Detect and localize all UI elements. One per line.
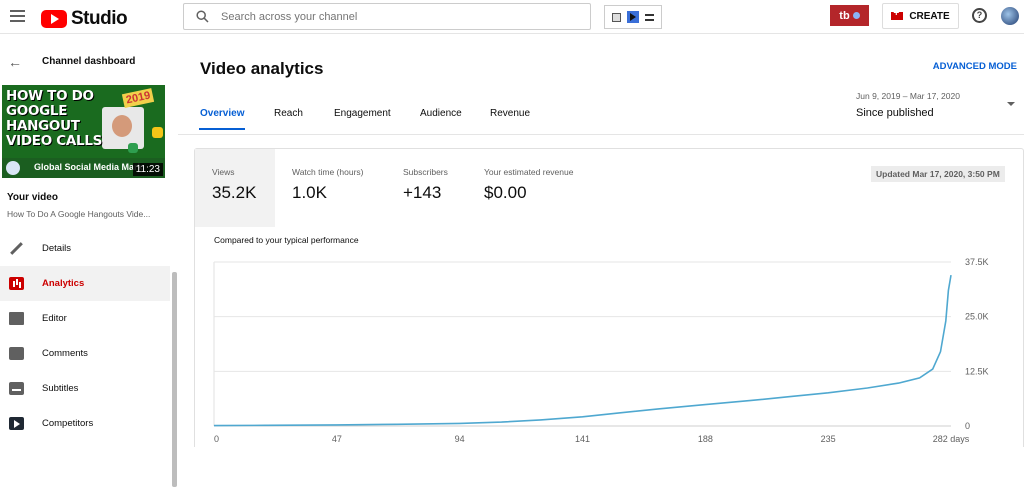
competitors-icon: [9, 417, 24, 430]
help-icon[interactable]: ?: [972, 8, 987, 23]
metric-views[interactable]: Views 35.2K: [195, 149, 275, 227]
hangouts-icon: [152, 127, 163, 138]
film-icon: [9, 312, 24, 325]
analytics-tabs: Overview Reach Engagement Audience Reven…: [178, 96, 1024, 132]
youtube-play-icon: [41, 10, 67, 28]
tubebuddy-button[interactable]: tb: [830, 5, 869, 26]
avatar[interactable]: [1001, 7, 1019, 25]
globe-logo-icon: [6, 161, 20, 175]
logo-text: Studio: [71, 8, 128, 29]
thumbnail-title: HOW TO DO GOOGLE HANGOUT VIDEO CALLS: [6, 88, 103, 149]
tab-engagement[interactable]: Engagement: [334, 108, 391, 119]
thumbnail-face: [112, 115, 132, 137]
video-duration: 11:23: [132, 163, 163, 176]
main-content: Video analytics ADVANCED MODE Overview R…: [178, 40, 1024, 447]
x-tick-label: 282 days: [933, 434, 970, 444]
chevron-down-icon[interactable]: [1007, 102, 1015, 106]
y-tick-label: 25.0K: [965, 312, 989, 322]
sidebar: ← Channel dashboard HOW TO DO GOOGLE HAN…: [0, 40, 178, 487]
x-tick-label: 235: [821, 434, 836, 444]
studio-logo[interactable]: Studio: [41, 8, 128, 30]
page-title: Video analytics: [200, 59, 324, 78]
pencil-icon: [10, 242, 23, 255]
thumbnail-year: 2019: [121, 87, 155, 109]
create-button[interactable]: CREATE: [882, 3, 959, 29]
video-camera-icon: [891, 8, 904, 20]
tubebuddy-label: tb: [839, 9, 850, 22]
compare-label: Compared to your typical performance: [214, 235, 359, 245]
x-tick-label: 141: [575, 434, 590, 444]
tab-reach[interactable]: Reach: [274, 108, 303, 119]
create-label: CREATE: [909, 10, 950, 22]
sidebar-item-subtitles[interactable]: Subtitles: [0, 371, 170, 406]
metric-subscribers[interactable]: Subscribers +143: [403, 167, 448, 202]
analytics-card: Views 35.2K Watch time (hours) 1.0K Subs…: [194, 148, 1024, 447]
period-select[interactable]: Since published: [856, 107, 934, 119]
divider: [178, 134, 1024, 135]
y-tick-label: 12.5K: [965, 366, 989, 376]
comments-icon: [9, 347, 24, 360]
search-input[interactable]: [221, 10, 561, 23]
analytics-icon: [9, 277, 24, 290]
advanced-mode-button[interactable]: ADVANCED MODE: [932, 61, 1017, 72]
sidebar-item-editor[interactable]: Editor: [0, 301, 170, 336]
subtitles-icon: [9, 382, 24, 395]
sidebar-item-comments[interactable]: Comments: [0, 336, 170, 371]
sidebar-nav: Details Analytics Editor Comments Subtit…: [0, 231, 170, 441]
sidebar-item-competitors[interactable]: Competitors: [0, 406, 170, 441]
search-box[interactable]: [183, 3, 591, 30]
extension-toolbar: [604, 5, 662, 29]
date-range[interactable]: Jun 9, 2019 – Mar 17, 2020: [856, 91, 960, 101]
your-video-label: Your video: [7, 192, 58, 203]
hangouts-icon-green: [128, 143, 138, 153]
menu-icon[interactable]: [10, 10, 25, 22]
extension-play-icon[interactable]: [627, 11, 639, 23]
extension-chart-icon[interactable]: [612, 12, 621, 22]
metric-revenue[interactable]: Your estimated revenue $0.00: [484, 167, 574, 202]
y-tick-label: 0: [965, 421, 970, 431]
tab-audience[interactable]: Audience: [420, 108, 462, 119]
extension-list-icon[interactable]: [645, 13, 654, 21]
tab-revenue[interactable]: Revenue: [490, 108, 531, 119]
sidebar-item-details[interactable]: Details: [0, 231, 170, 266]
views-chart: 0 12.5K 25.0K 37.5K 0 47 94 141 188 235 282 days: [213, 257, 989, 444]
search-icon: [196, 10, 209, 23]
channel-dashboard-link[interactable]: Channel dashboard: [42, 56, 136, 67]
tab-overview[interactable]: Overview: [198, 108, 246, 130]
views-series-line: [213, 274, 952, 427]
sidebar-item-analytics[interactable]: Analytics: [0, 266, 170, 301]
video-title[interactable]: How To Do A Google Hangouts Vide...: [7, 209, 151, 219]
x-tick-label: 188: [698, 434, 713, 444]
metric-watch-time[interactable]: Watch time (hours) 1.0K: [292, 167, 364, 202]
x-tick-label: 0: [214, 434, 219, 444]
x-tick-label: 47: [332, 434, 342, 444]
x-tick-label: 94: [455, 434, 465, 444]
sidebar-scrollbar[interactable]: [172, 272, 177, 487]
thumbnail-channel-name: Global Social Media Mark: [34, 162, 143, 172]
y-tick-label: 37.5K: [965, 257, 989, 267]
back-arrow-icon[interactable]: ←: [8, 54, 22, 70]
video-thumbnail[interactable]: HOW TO DO GOOGLE HANGOUT VIDEO CALLS 201…: [2, 85, 165, 178]
tubebuddy-status-icon: [852, 12, 860, 19]
thumbnail-channel-strip: Global Social Media Mark: [2, 158, 165, 178]
updated-timestamp: Updated Mar 17, 2020, 3:50 PM: [871, 166, 1005, 182]
top-bar: Studio tb CREATE ?: [0, 0, 1024, 34]
